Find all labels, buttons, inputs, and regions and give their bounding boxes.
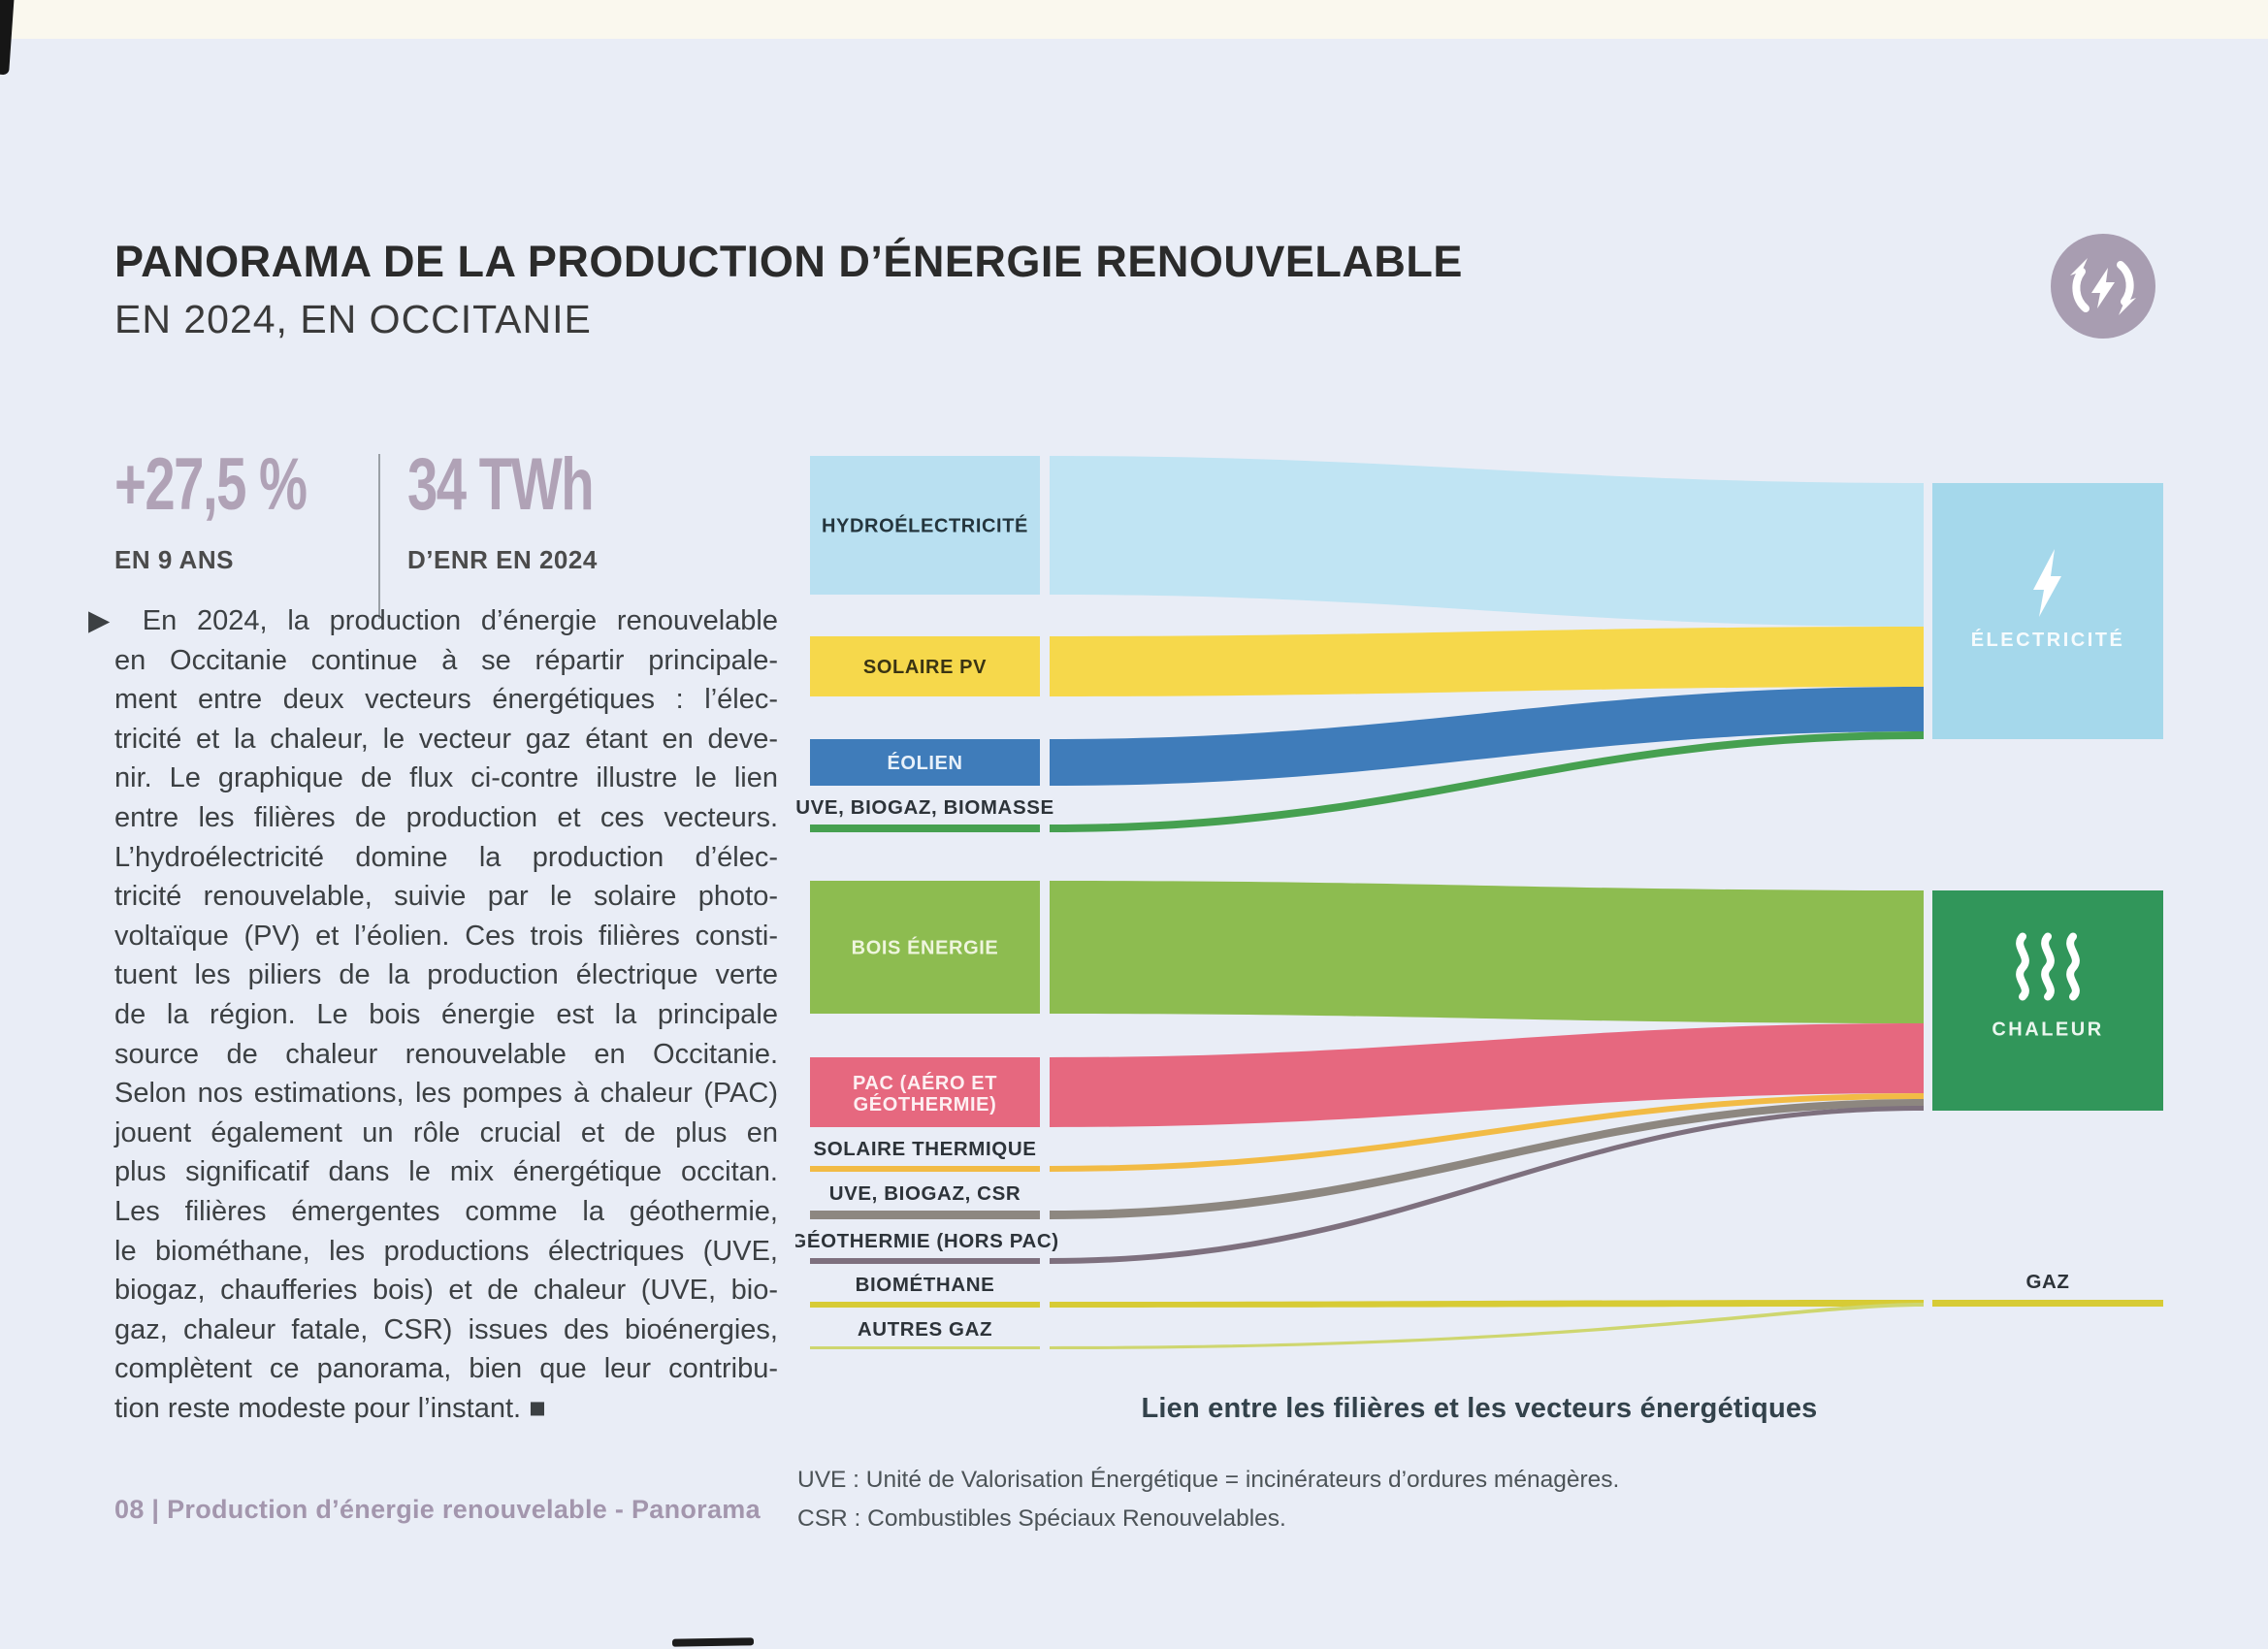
flow-biomethane-to-gaz	[1050, 1300, 1924, 1308]
paragraph-line: complètent ce panorama, bien que leur co…	[114, 1353, 778, 1385]
page-footer: 08 | Production d’énergie renouvelable -…	[114, 1495, 761, 1524]
source-label-hydro: HYDROÉLECTRICITÉ	[822, 515, 1028, 537]
paragraph-line: tricité et la chaleur, le vecteur gaz ét…	[114, 723, 778, 755]
footnote-csr: CSR : Combustibles Spéciaux Renouvelable…	[797, 1505, 1286, 1532]
source-node-autres_gaz	[810, 1346, 1040, 1349]
source-node-hydro	[810, 456, 1040, 595]
source-node-eolien	[810, 739, 1040, 786]
source-label-geothermie: GÉOTHERMIE (HORS PAC)	[795, 1230, 1059, 1252]
source-node-bois_energie	[810, 881, 1040, 1014]
source-label-autres_gaz: AUTRES GAZ	[858, 1318, 992, 1341]
source-label-biomethane: BIOMÉTHANE	[856, 1274, 995, 1296]
paragraph-line: ment entre deux vecteurs énergétiques : …	[114, 684, 778, 716]
vector-node-chaleur	[1932, 890, 2163, 1111]
paragraph-line: jouent également un rôle crucial et de p…	[114, 1116, 778, 1148]
paragraph-line: tricité renouvelable, suivie par le sola…	[114, 881, 778, 913]
source-label-pac: PAC (AÉRO ET GÉOTHERMIE)	[853, 1072, 997, 1116]
source-node-solaire_pv	[810, 636, 1040, 696]
sankey-chart: HYDROÉLECTRICITÉ SOLAIRE PV ÉOLIEN UVE, BIO…	[795, 456, 2163, 1349]
source-label-uve_biogaz_biomasse: UVE, BIOGAZ, BIOMASSE	[795, 796, 1054, 819]
paragraph-line: voltaïque (PV) et l’éolien. Ces trois fi…	[114, 920, 778, 952]
paragraph-line: nir. Le graphique de flux ci-contre illu…	[114, 762, 778, 794]
stat-growth: +27,5 % EN 9 ANS	[114, 446, 373, 575]
source-node-uve_biogaz_csr	[810, 1211, 1040, 1219]
source-label-eolien: ÉOLIEN	[887, 752, 962, 774]
flow-uve_biogaz_csr-to-chaleur	[1050, 1099, 1924, 1219]
flow-autres_gaz-to-gaz	[1050, 1303, 1924, 1349]
paragraph-line: L’hydroélectricité domine la production …	[114, 841, 778, 873]
source-label-bois_energie: BOIS ÉNERGIE	[852, 937, 999, 959]
stat-total-value: 34 TWh	[407, 443, 595, 526]
heat-waves-icon	[2016, 932, 2029, 1001]
stat-total: 34 TWh D’ENR EN 2024	[407, 446, 658, 575]
flow-hydro-to-electricite	[1050, 456, 1924, 627]
source-label-uve_biogaz_csr: UVE, BIOGAZ, CSR	[829, 1182, 1021, 1205]
source-node-uve_biogaz_biomasse	[810, 824, 1040, 832]
vector-node-electricite	[1932, 483, 2163, 739]
scan-bottom-artifact	[671, 1637, 755, 1647]
page-title-line2: EN 2024, EN OCCITANIE	[114, 297, 592, 341]
paragraph-line: le biométhane, les productions électriqu…	[114, 1235, 778, 1267]
heat-waves-icon	[2066, 932, 2080, 1001]
flow-solaire_thermique-to-chaleur	[1050, 1093, 1924, 1172]
source-label-solaire_thermique: SOLAIRE THERMIQUE	[813, 1138, 1036, 1160]
stat-growth-value: +27,5 %	[114, 443, 308, 526]
paragraph-line: de la région. Le bois énergie est la pri…	[114, 998, 778, 1030]
scan-edge-top	[0, 0, 2268, 39]
flow-geothermie-to-chaleur	[1050, 1106, 1924, 1264]
flow-bois_energie-to-chaleur	[1050, 881, 1924, 1023]
chart-caption: Lien entre les filières et les vecteurs …	[1141, 1393, 1818, 1424]
vector-label-chaleur: CHALEUR	[1992, 1019, 2103, 1041]
flow-pac-to-chaleur	[1050, 1023, 1924, 1127]
flow-eolien-to-electricite	[1050, 687, 1924, 786]
paragraph-line: plus significatif dans le mix énergétiqu…	[114, 1156, 778, 1188]
heat-waves-icon	[2041, 932, 2055, 1001]
footnote-uve: UVE : Unité de Valorisation Énergétique …	[797, 1467, 1620, 1493]
source-label-solaire_pv: SOLAIRE PV	[863, 657, 987, 678]
paragraph-line: tion reste modeste pour l’instant. ■	[114, 1392, 546, 1424]
paragraph-line: tuent les piliers de la production élect…	[114, 959, 778, 991]
paragraph-line: entre les filières de production et ces …	[114, 801, 778, 833]
source-node-solaire_thermique	[810, 1166, 1040, 1172]
source-node-biomethane	[810, 1302, 1040, 1308]
vector-label-electricite: ÉLECTRICITÉ	[1971, 629, 2125, 651]
stat-total-label: D’ENR EN 2024	[407, 544, 598, 574]
footnotes: UVE : Unité de Valorisation Énergétique …	[797, 1461, 1619, 1538]
paragraph-line: source de chaleur renouvelable en Occita…	[114, 1038, 778, 1070]
stat-growth-label: EN 9 ANS	[114, 544, 234, 574]
paragraph-line: gaz, chaleur fatale, CSR) issues des bio…	[114, 1313, 778, 1345]
vector-label-gaz: GAZ	[2025, 1271, 2069, 1293]
recycle-lightning-icon	[2049, 231, 2157, 340]
lightning-icon	[2033, 549, 2061, 617]
paragraph-line: Selon nos estimations, les pompes à chal…	[114, 1078, 778, 1110]
page-title-line1: PANORAMA DE LA PRODUCTION D’ÉNERGIE RENO…	[114, 237, 1463, 286]
source-node-geothermie	[810, 1258, 1040, 1264]
paragraph-line: en Occitanie continue à se répartir prin…	[114, 644, 778, 676]
body-paragraph: ▶ En 2024, la production d’énergie renou…	[88, 601, 778, 1428]
flow-uve_biogaz_biomasse-to-electricite	[1050, 731, 1924, 832]
paragraph-line: ▶ En 2024, la production d’énergie renou…	[88, 605, 778, 636]
vector-node-gaz	[1932, 1300, 2163, 1307]
flow-solaire_pv-to-electricite	[1050, 627, 1924, 696]
paragraph-line: Les filières émergentes comme la géother…	[114, 1195, 778, 1227]
paragraph-line: biogaz, chaufferies bois) et de chaleur …	[114, 1275, 778, 1307]
source-node-pac	[810, 1057, 1040, 1127]
stat-divider	[378, 454, 380, 619]
